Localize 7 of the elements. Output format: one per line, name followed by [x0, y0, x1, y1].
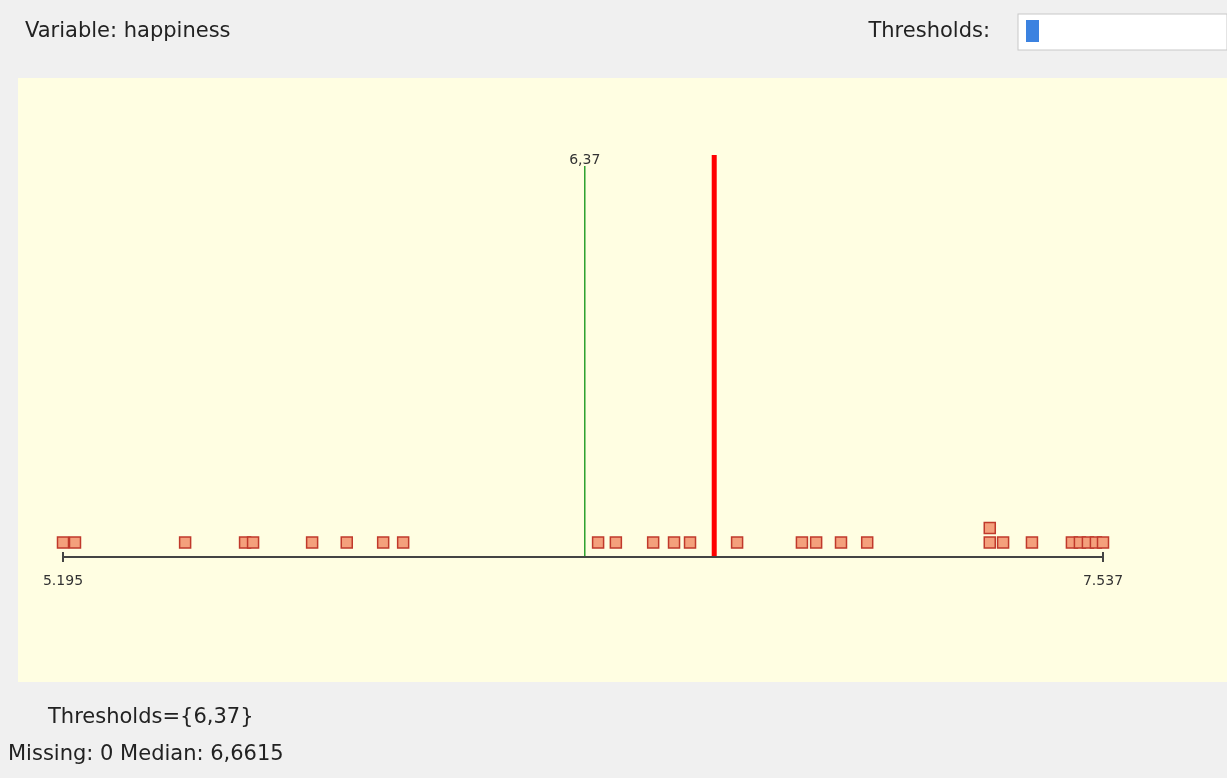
x-tick-label: 7.537	[1082, 572, 1124, 588]
ref-line-label: 6,37	[569, 151, 601, 167]
text: Missing: 0 Median: 6,6615	[8, 741, 284, 765]
x-tick-label: 5.195	[42, 572, 84, 588]
text: Thresholds={6,37}	[47, 704, 254, 728]
text: Thresholds:	[867, 18, 990, 42]
chart-title: Variable: happiness	[25, 18, 231, 42]
